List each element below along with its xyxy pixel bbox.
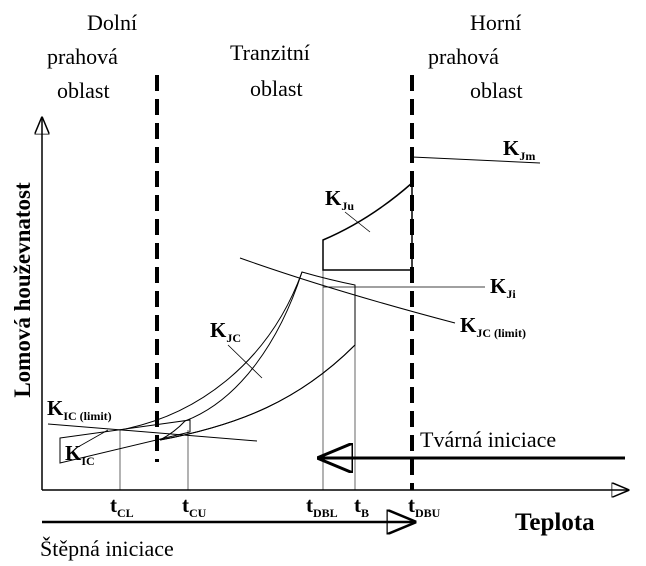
kjc-lower — [159, 285, 356, 441]
arrow-label: Tvárná iniciace — [420, 427, 556, 452]
symbol: t — [408, 493, 415, 517]
curve-label: KIC — [65, 441, 95, 468]
symbol: K — [490, 274, 507, 298]
region-label: Horní — [470, 10, 521, 35]
symbol: K — [460, 313, 477, 337]
subscript: DBU — [415, 506, 441, 520]
tick-label: tB — [354, 493, 369, 520]
leader — [77, 429, 109, 448]
kjc-band — [159, 271, 356, 441]
curve-label: KIC (limit) — [47, 396, 112, 423]
region-label: oblast — [470, 78, 523, 103]
subscript: CU — [189, 506, 207, 520]
symbol: t — [182, 493, 189, 517]
subscript: IC — [81, 454, 94, 468]
symbol: K — [325, 186, 342, 210]
x-axis-label: Teplota — [515, 509, 595, 536]
symbol: t — [110, 493, 117, 517]
subscript: Jm — [519, 149, 535, 163]
tick-label: tCU — [182, 493, 207, 520]
subscript: B — [361, 506, 369, 520]
subscript: Ji — [506, 287, 516, 301]
symbol: K — [47, 396, 64, 420]
curve-label: KJC — [210, 318, 241, 345]
curve-label: KJm — [503, 136, 535, 163]
kic-limit-line — [47, 423, 258, 442]
region-label: Dolní — [87, 10, 137, 35]
symbol: K — [210, 318, 227, 342]
subscript: JC — [226, 331, 241, 345]
region-label: prahová — [47, 44, 118, 69]
kjc-limit — [239, 257, 456, 324]
kjm-line — [411, 156, 541, 164]
region-label: prahová — [428, 44, 499, 69]
y-axis-label: Lomová houževnatost — [10, 182, 35, 398]
arrow-label: Štěpná iniciace — [40, 536, 174, 561]
symbol: t — [306, 493, 313, 517]
kjc-upper — [119, 271, 303, 431]
kju-region — [322, 181, 413, 271]
symbol: K — [503, 136, 520, 160]
tick-label: tDBL — [306, 493, 338, 520]
subscript: DBL — [313, 506, 338, 520]
curve-label: KJi — [490, 274, 516, 301]
leader — [344, 211, 371, 233]
curve-label: KJC (limit) — [460, 313, 526, 340]
subscript: IC (limit) — [63, 409, 111, 423]
kic-band — [59, 419, 191, 464]
symbol: t — [354, 493, 361, 517]
curve-label: KJu — [325, 186, 354, 213]
region-label: oblast — [57, 78, 110, 103]
leader — [227, 344, 263, 379]
symbol: K — [65, 441, 82, 465]
tick-label: tDBU — [408, 493, 441, 520]
subscript: JC (limit) — [476, 326, 526, 340]
region-label: oblast — [250, 76, 303, 101]
tick-label: tCL — [110, 493, 134, 520]
region-label: Tranzitní — [230, 40, 310, 65]
subscript: Ju — [341, 199, 354, 213]
subscript: CL — [117, 506, 134, 520]
